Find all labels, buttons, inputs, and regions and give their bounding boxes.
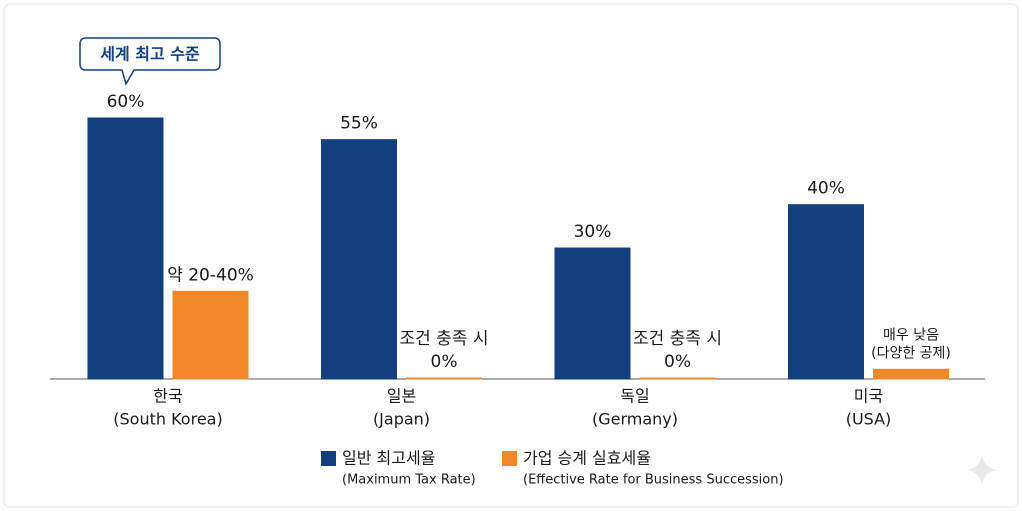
- value-label: 30%: [574, 222, 612, 242]
- x-tick-label: 일본: [387, 387, 416, 406]
- legend-label: 일반 최고세율: [342, 449, 435, 468]
- sparkle-icon: [967, 455, 997, 485]
- value-label: (다양한 공제): [871, 345, 951, 361]
- bar: [172, 290, 249, 380]
- bar: [873, 368, 949, 380]
- bar: [87, 117, 164, 380]
- bar: [554, 247, 631, 380]
- value-label: 55%: [340, 114, 378, 134]
- legend-label: 가업 승계 실효세율: [523, 449, 651, 468]
- legend-swatch: [502, 451, 517, 466]
- bar: [406, 377, 482, 380]
- callout: 세계 최고 수준: [79, 37, 221, 86]
- callout-box: [79, 37, 221, 86]
- legend-sublabel: (Effective Rate for Business Succession): [523, 473, 784, 488]
- value-label: 조건 충족 시: [633, 329, 722, 349]
- x-tick-label: (USA): [846, 410, 892, 429]
- x-tick-label: 미국: [854, 387, 883, 406]
- x-tick-label: (Germany): [592, 410, 678, 429]
- frame: [3, 3, 1019, 508]
- value-label: 0%: [431, 352, 458, 372]
- value-label: 0%: [664, 352, 691, 372]
- value-label: 60%: [107, 92, 145, 112]
- bar: [321, 139, 397, 380]
- bar: [639, 377, 716, 380]
- value-label: 매우 낮음: [883, 327, 939, 343]
- x-tick-label: (South Korea): [113, 410, 222, 429]
- annotation: 세계 최고 수준: [100, 45, 200, 64]
- legend-sublabel: (Maximum Tax Rate): [342, 473, 476, 488]
- value-label: 조건 충족 시: [399, 329, 488, 349]
- value-label: 약 20-40%: [167, 265, 254, 285]
- value-label: 40%: [807, 179, 845, 199]
- x-tick-label: 독일: [620, 387, 649, 406]
- legend-swatch: [321, 451, 336, 466]
- bar: [788, 204, 864, 380]
- x-tick-label: 한국: [153, 387, 182, 406]
- x-tick-label: (Japan): [373, 410, 430, 429]
